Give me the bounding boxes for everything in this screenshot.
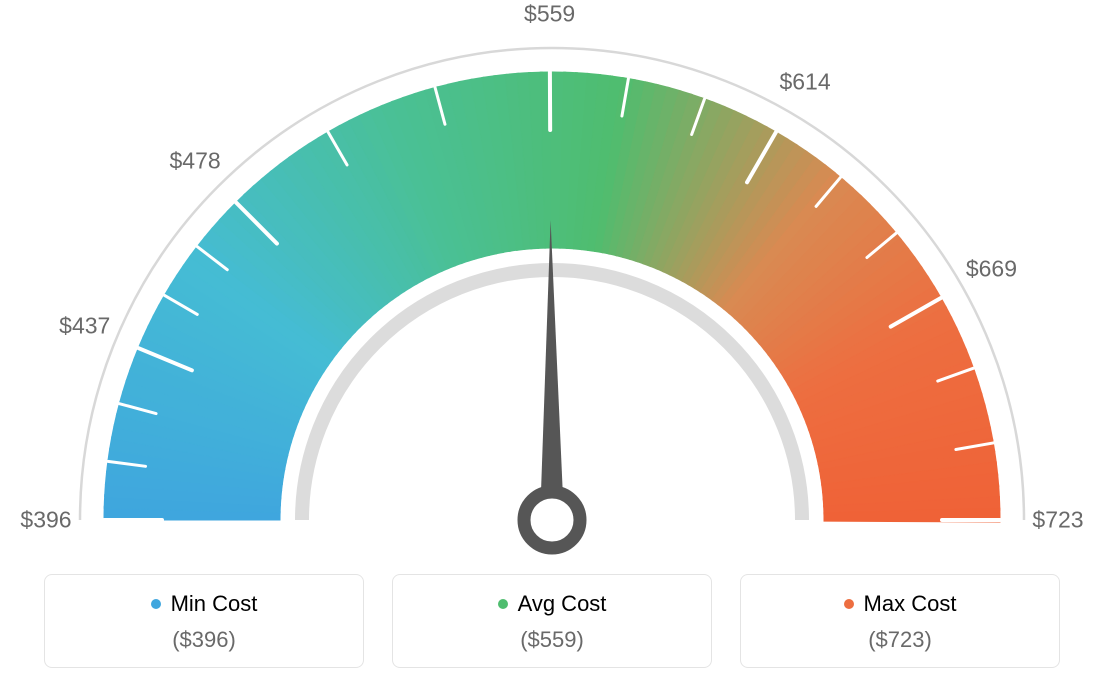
gauge-tick-label: $396 <box>20 507 71 534</box>
legend-dot-min <box>151 599 161 609</box>
gauge-tick-label: $614 <box>779 68 830 95</box>
legend-card-avg: Avg Cost ($559) <box>392 574 712 668</box>
legend-value-max: ($723) <box>751 627 1049 653</box>
gauge-tick-label: $559 <box>524 1 575 28</box>
legend-title-avg: Avg Cost <box>498 591 607 617</box>
gauge-tick-label: $478 <box>170 148 221 175</box>
legend-row: Min Cost ($396) Avg Cost ($559) Max Cost… <box>0 574 1104 668</box>
legend-value-avg: ($559) <box>403 627 701 653</box>
legend-card-max: Max Cost ($723) <box>740 574 1060 668</box>
legend-title-max: Max Cost <box>844 591 957 617</box>
gauge-svg <box>0 0 1104 570</box>
legend-card-min: Min Cost ($396) <box>44 574 364 668</box>
gauge-tick-label: $669 <box>966 256 1017 283</box>
legend-dot-avg <box>498 599 508 609</box>
legend-title-min: Min Cost <box>151 591 258 617</box>
legend-label-min: Min Cost <box>171 591 258 617</box>
legend-dot-max <box>844 599 854 609</box>
gauge-chart: $396 $437 $478 $559 $614 $669 $723 <box>0 0 1104 570</box>
gauge-tick-label: $723 <box>1032 507 1083 534</box>
legend-value-min: ($396) <box>55 627 353 653</box>
legend-label-avg: Avg Cost <box>518 591 607 617</box>
gauge-tick-label: $437 <box>59 312 110 339</box>
legend-label-max: Max Cost <box>864 591 957 617</box>
